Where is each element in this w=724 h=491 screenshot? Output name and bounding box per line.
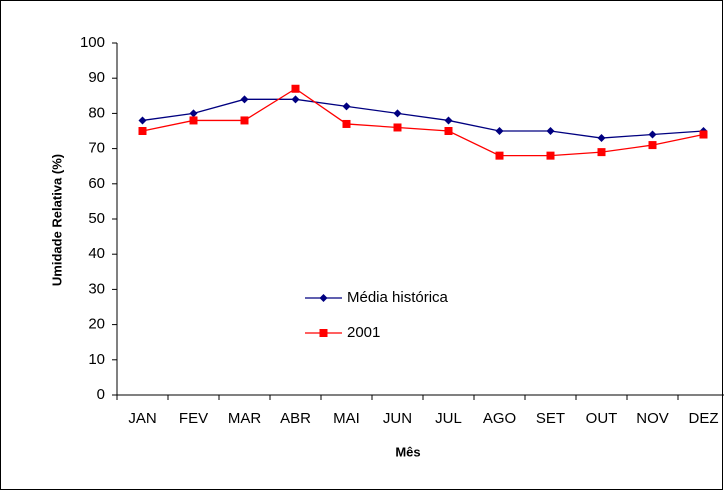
- series-line: [142, 87, 704, 157]
- series-line: [142, 98, 704, 139]
- marker: [393, 109, 402, 118]
- marker: [319, 329, 328, 337]
- marker: [342, 102, 351, 111]
- marker: [444, 116, 453, 125]
- marker: [393, 123, 402, 132]
- marker: [319, 294, 328, 302]
- marker: [342, 119, 351, 128]
- marker: [495, 127, 504, 135]
- marker: [546, 127, 555, 135]
- marker: [699, 130, 708, 139]
- marker: [291, 95, 300, 104]
- marker: [648, 130, 657, 139]
- marker: [240, 95, 249, 104]
- x-tick-label: JUL: [435, 410, 462, 427]
- y-tick-label: 90: [88, 69, 105, 86]
- x-tick-label: ABR: [280, 410, 311, 427]
- y-tick-label: 100: [80, 34, 105, 51]
- y-tick-label: 50: [88, 210, 105, 227]
- y-tick-label: 10: [88, 351, 105, 368]
- marker: [597, 148, 606, 157]
- x-tick-label: DEZ: [689, 410, 719, 427]
- marker: [546, 151, 555, 160]
- x-axis-title: Mês: [395, 444, 420, 459]
- x-tick-label: JUN: [383, 410, 412, 427]
- x-tick-label: MAI: [333, 410, 360, 427]
- marker: [138, 127, 147, 135]
- marker: [138, 116, 147, 125]
- y-tick-label: 80: [88, 104, 105, 121]
- x-tick-label: FEV: [179, 410, 208, 427]
- marker: [291, 84, 300, 93]
- marker: [444, 127, 453, 135]
- marker: [597, 134, 606, 143]
- y-tick-label: 70: [88, 140, 105, 157]
- x-tick-label: AGO: [483, 410, 516, 427]
- y-tick-label: 60: [88, 175, 105, 192]
- y-tick-label: 20: [88, 316, 105, 333]
- x-tick-label: JAN: [128, 410, 156, 427]
- x-tick-label: SET: [536, 410, 565, 427]
- marker: [189, 109, 198, 118]
- x-tick-label: OUT: [586, 410, 618, 427]
- y-tick-label: 0: [97, 386, 105, 403]
- legend-label: 2001: [347, 324, 380, 341]
- y-tick-label: 30: [88, 280, 105, 297]
- x-tick-label: MAR: [228, 410, 262, 427]
- marker: [240, 116, 249, 125]
- marker: [648, 141, 657, 150]
- marker: [189, 116, 198, 125]
- marker: [495, 151, 504, 160]
- x-tick-label: NOV: [636, 410, 669, 427]
- y-tick-label: 40: [88, 245, 105, 262]
- y-axis-title: Umidade Relativa (%): [49, 154, 64, 286]
- legend-label: Média histórica: [347, 289, 449, 306]
